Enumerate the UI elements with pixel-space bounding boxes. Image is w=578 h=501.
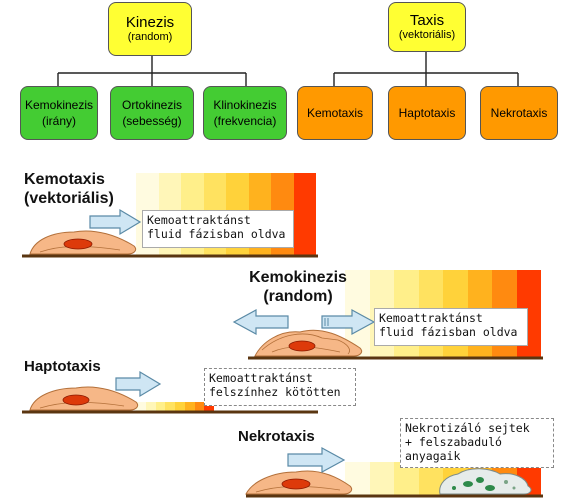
kemokinezis-label-line1: Kemokinezis [249,269,347,286]
gradient-band [369,462,394,495]
kemokinezis-label-line2: (random) [263,288,333,305]
kemokinezis-nucleus [288,340,316,352]
kinezis-title: Kinezis [125,14,175,31]
nekrotaxis-note-line1: Nekrotizáló sejtek [405,421,530,435]
haptotaxis-note-line1: Kemoattraktánst [209,371,313,385]
kemokinezis-note-line2: fluid fázisban oldva [379,325,518,339]
kemotaxis-label: Kemotaxis (vektoriális) [24,170,114,208]
ortokinezis-subtitle: (sebesség) [122,114,182,128]
kemokinezis-cells [254,329,363,357]
klinokinezis-box: Klinokinezis (frekvencia) [203,86,287,140]
kemotaxis-note: Kemoattraktánst fluid fázisban oldva [142,210,294,248]
kemotaxis-nucleus [63,238,93,250]
nekrotaxis-note-line2: + felszabaduló [405,435,502,449]
kemokinezis-note-line1: Kemoattraktánst [379,311,483,325]
kemotaxis-cell [29,230,137,255]
gradient-band [136,402,146,411]
gradient-band [293,173,316,255]
kinezis-subtitle: (random) [127,31,173,43]
haptotaxis-box: Haptotaxis [388,86,466,140]
kinezis-box: Kinezis (random) [108,2,192,56]
nekrotaxis-note: Nekrotizáló sejtek + felszabaduló anyaga… [400,418,554,468]
ortokinezis-box: Ortokinezis (sebesség) [110,86,194,140]
kemotaxis-label-line1: Kemotaxis [24,171,105,188]
gradient-band [184,402,195,411]
gradient-band [204,402,214,411]
gradient-band [165,402,175,411]
kemokinezis-note: Kemoattraktánst fluid fázisban oldva [374,308,528,346]
kemotaxis-note-line2: fluid fázisban oldva [147,227,286,241]
haptotaxis-note-line2: felszínhez kötötten [209,385,341,399]
kemokinezis-label: Kemokinezis (random) [242,268,354,306]
kemotaxis-arrow [89,208,142,236]
nekrotaxis-nucleus [281,478,311,490]
nekrotaxis-label: Nekrotaxis [238,428,315,445]
taxis-title: Taxis [409,12,445,29]
haptotaxis-title: Haptotaxis [398,106,456,120]
nekrotaxis-note-line3: anyagaik [405,449,461,463]
nekrotaxis-cell [245,470,353,495]
kemokinezis-subtitle: (irány) [41,114,76,128]
kemokinezis-box: Kemokinezis (irány) [20,86,98,140]
haptotaxis-gradient [136,402,214,411]
gradient-band [155,402,166,411]
haptotaxis-note: Kemoattraktánst felszínhez kötötten [204,368,356,406]
nekrotaxis-box: Nekrotaxis [480,86,558,140]
kemotaxis-title: Kemotaxis [306,106,364,120]
necrotic-cell [439,468,532,495]
gradient-band [175,402,185,411]
nekrotaxis-title: Nekrotaxis [490,106,548,120]
kemotaxis-box: Kemotaxis [297,86,373,140]
taxis-box: Taxis (vektoriális) [388,2,466,52]
nekrotaxis-arrow [287,446,346,474]
haptotaxis-label: Haptotaxis [24,358,101,375]
haptotaxis-cell [29,386,139,411]
klinokinezis-subtitle: (frekvencia) [213,114,277,128]
klinokinezis-title: Klinokinezis [213,98,277,112]
kemokinezis-title: Kemokinezis [24,98,94,112]
haptotaxis-arrow [115,370,162,398]
kemotaxis-note-line1: Kemoattraktánst [147,213,251,227]
haptotaxis-nucleus [62,394,90,406]
kemokinezis-arrow-right [321,308,376,336]
gradient-band [194,402,205,411]
ortokinezis-title: Ortokinezis [121,98,183,112]
taxis-subtitle: (vektoriális) [398,29,456,41]
gradient-band [145,402,156,411]
kemokinezis-arrow-left [232,308,289,336]
kemotaxis-label-line2: (vektoriális) [24,190,114,207]
